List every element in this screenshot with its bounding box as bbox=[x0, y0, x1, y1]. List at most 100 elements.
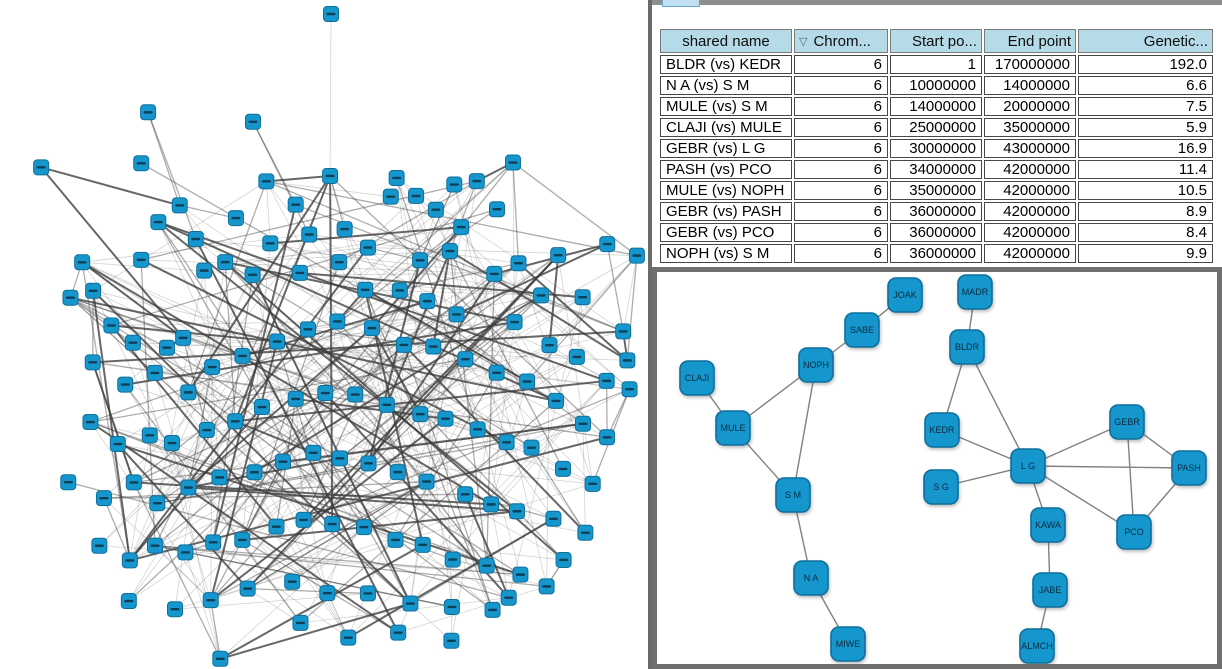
network-node[interactable] bbox=[599, 236, 616, 253]
network-node[interactable] bbox=[140, 104, 157, 121]
network-node[interactable] bbox=[253, 399, 270, 416]
table-cell[interactable]: 8.9 bbox=[1078, 202, 1213, 221]
network-node[interactable] bbox=[382, 188, 399, 205]
network-node[interactable] bbox=[510, 255, 527, 272]
network-node[interactable] bbox=[484, 601, 501, 618]
table-cell[interactable]: GEBR (vs) PCO bbox=[660, 223, 792, 242]
small-network-canvas[interactable]: JOAK MADR SABE BLDR NOPH CLAJI KEDR GEBR MULE L G… bbox=[657, 272, 1217, 664]
network-node[interactable] bbox=[469, 421, 486, 438]
network-node[interactable] bbox=[468, 173, 485, 190]
table-cell[interactable]: 42000000 bbox=[984, 223, 1076, 242]
network-node[interactable]: S G bbox=[923, 469, 959, 505]
network-node[interactable] bbox=[402, 595, 419, 612]
table-cell[interactable]: 6 bbox=[794, 139, 888, 158]
table-row[interactable]: GEBR (vs) PASH 6 36000000 42000000 8.9 bbox=[660, 202, 1213, 221]
network-node[interactable] bbox=[287, 196, 304, 213]
network-node[interactable] bbox=[389, 464, 406, 481]
network-node[interactable] bbox=[550, 247, 567, 264]
network-node[interactable]: KEDR bbox=[924, 412, 960, 448]
network-node[interactable] bbox=[419, 293, 436, 310]
network-node[interactable] bbox=[60, 474, 77, 491]
network-node[interactable] bbox=[292, 614, 309, 631]
network-node[interactable] bbox=[234, 531, 251, 548]
network-node[interactable] bbox=[457, 486, 474, 503]
table-cell[interactable]: 6 bbox=[794, 118, 888, 137]
network-node[interactable] bbox=[244, 266, 261, 283]
network-node[interactable] bbox=[305, 444, 322, 461]
network-node[interactable] bbox=[274, 453, 291, 470]
network-node[interactable] bbox=[437, 410, 454, 427]
network-node[interactable] bbox=[291, 264, 308, 281]
network-node[interactable] bbox=[331, 450, 348, 467]
network-node[interactable] bbox=[355, 519, 372, 536]
network-node[interactable] bbox=[457, 351, 474, 368]
network-node[interactable] bbox=[483, 496, 500, 513]
table-cell[interactable]: 5.9 bbox=[1078, 118, 1213, 137]
table-cell[interactable]: 170000000 bbox=[984, 55, 1076, 74]
table-cell[interactable]: 6 bbox=[794, 97, 888, 116]
network-node[interactable] bbox=[584, 475, 601, 492]
network-node[interactable]: NOPH bbox=[798, 347, 834, 383]
table-cell[interactable]: N A (vs) S M bbox=[660, 76, 792, 95]
table-row[interactable]: GEBR (vs) PCO 6 36000000 42000000 8.4 bbox=[660, 223, 1213, 242]
network-node[interactable] bbox=[175, 329, 192, 346]
network-node[interactable] bbox=[509, 503, 526, 520]
network-node[interactable] bbox=[149, 495, 166, 512]
network-node[interactable] bbox=[324, 516, 341, 533]
network-node[interactable] bbox=[167, 601, 184, 618]
network-node[interactable] bbox=[615, 323, 632, 340]
network-node[interactable] bbox=[519, 373, 536, 390]
network-node[interactable] bbox=[395, 336, 412, 353]
network-node[interactable] bbox=[357, 281, 374, 298]
network-node[interactable] bbox=[125, 474, 142, 491]
network-node[interactable]: BLDR bbox=[949, 329, 985, 365]
network-node[interactable] bbox=[133, 155, 150, 172]
network-node[interactable]: MIWE bbox=[830, 626, 866, 662]
network-node[interactable]: JOAK bbox=[887, 277, 923, 313]
network-node[interactable]: S M bbox=[775, 477, 811, 513]
network-node[interactable] bbox=[187, 231, 204, 248]
network-node[interactable]: L G bbox=[1010, 448, 1046, 484]
network-node[interactable] bbox=[628, 247, 645, 264]
table-cell[interactable]: GEBR (vs) PASH bbox=[660, 202, 792, 221]
network-node[interactable] bbox=[244, 113, 261, 130]
table-cell[interactable]: 10000000 bbox=[890, 76, 982, 95]
network-node[interactable] bbox=[204, 359, 221, 376]
table-cell[interactable]: BLDR (vs) KEDR bbox=[660, 55, 792, 74]
network-node[interactable] bbox=[391, 282, 408, 299]
panel-tab-fragment[interactable] bbox=[662, 0, 700, 7]
table-cell[interactable]: 16.9 bbox=[1078, 139, 1213, 158]
network-node[interactable] bbox=[512, 566, 529, 583]
network-node[interactable] bbox=[258, 173, 275, 190]
table-cell[interactable]: 35000000 bbox=[890, 181, 982, 200]
network-node[interactable] bbox=[323, 6, 339, 22]
network-node[interactable] bbox=[211, 469, 228, 486]
network-node[interactable] bbox=[599, 429, 616, 446]
large-network-svg[interactable] bbox=[0, 0, 648, 669]
table-cell[interactable]: 9.9 bbox=[1078, 244, 1213, 263]
network-node[interactable] bbox=[538, 578, 555, 595]
network-node[interactable] bbox=[171, 197, 188, 214]
network-node[interactable] bbox=[388, 169, 405, 186]
network-node[interactable]: GEBR bbox=[1109, 404, 1145, 440]
table-cell[interactable]: MULE (vs) S M bbox=[660, 97, 792, 116]
network-node[interactable] bbox=[574, 289, 591, 306]
table-row[interactable]: NOPH (vs) S M 6 36000000 42000000 9.9 bbox=[660, 244, 1213, 263]
network-node[interactable] bbox=[322, 167, 339, 184]
table-row[interactable]: MULE (vs) S M 6 14000000 20000000 7.5 bbox=[660, 97, 1213, 116]
network-node[interactable] bbox=[598, 372, 615, 389]
table-row[interactable]: CLAJI (vs) MULE 6 25000000 35000000 5.9 bbox=[660, 118, 1213, 137]
network-node[interactable] bbox=[340, 629, 357, 646]
network-node[interactable] bbox=[425, 338, 442, 355]
network-node[interactable] bbox=[198, 422, 215, 439]
network-node[interactable] bbox=[547, 392, 564, 409]
table-cell[interactable]: 6 bbox=[794, 160, 888, 179]
network-node[interactable] bbox=[577, 524, 594, 541]
network-node[interactable] bbox=[523, 439, 540, 456]
network-node[interactable]: MADR bbox=[957, 274, 993, 310]
table-row[interactable]: GEBR (vs) L G 6 30000000 43000000 16.9 bbox=[660, 139, 1213, 158]
large-network-canvas[interactable] bbox=[0, 0, 648, 669]
network-node[interactable] bbox=[453, 219, 470, 236]
network-node[interactable] bbox=[329, 313, 346, 330]
network-node[interactable] bbox=[196, 262, 213, 279]
